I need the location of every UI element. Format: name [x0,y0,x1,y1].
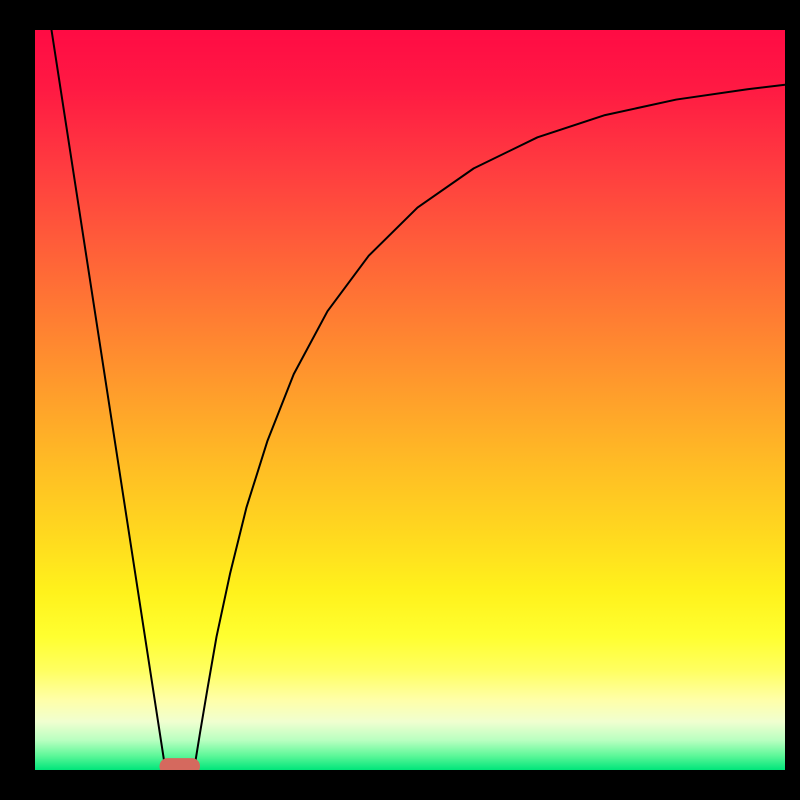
chart-overlay [0,0,800,800]
axis-frame [0,0,800,800]
bottleneck-curve [52,30,786,770]
chart-container: { "canvas": { "width": 800, "height": 80… [0,0,800,800]
